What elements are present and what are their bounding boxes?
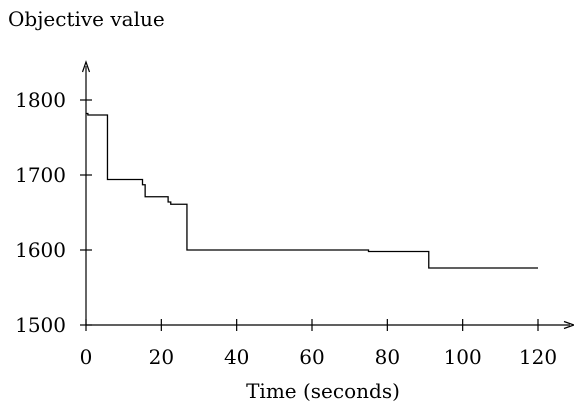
y-axis-label: Objective value xyxy=(8,7,165,31)
x-tick-label: 20 xyxy=(149,345,174,369)
y-ticks: 1500 1600 1700 1800 xyxy=(15,88,92,337)
x-tick-label: 120 xyxy=(519,345,557,369)
y-tick-label: 1600 xyxy=(15,238,66,262)
y-tick-label: 1700 xyxy=(15,163,66,187)
x-tick-label: 0 xyxy=(80,345,93,369)
x-ticks: 0 20 40 60 80 100 120 xyxy=(80,319,557,369)
objective-value-series-line xyxy=(86,112,538,269)
y-axis-arrow-icon xyxy=(81,60,91,73)
x-tick-label: 40 xyxy=(224,345,249,369)
x-tick-label: 80 xyxy=(375,345,400,369)
y-tick-label: 1500 xyxy=(15,313,66,337)
x-tick-label: 100 xyxy=(444,345,482,369)
y-tick-label: 1800 xyxy=(15,88,66,112)
x-axis-arrow-icon xyxy=(563,320,574,330)
x-axis-label: Time (seconds) xyxy=(246,379,400,403)
x-tick-label: 60 xyxy=(299,345,324,369)
